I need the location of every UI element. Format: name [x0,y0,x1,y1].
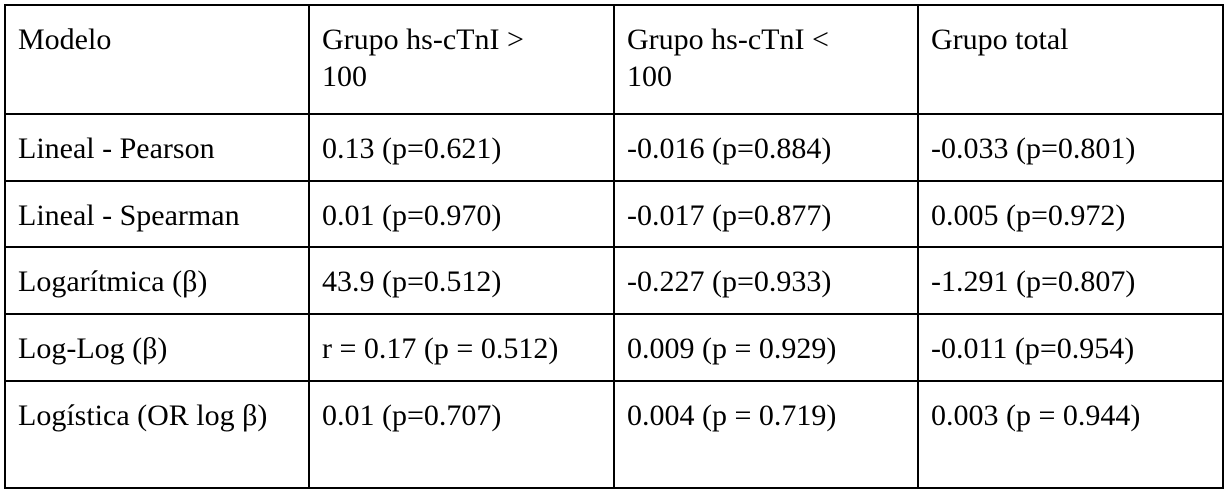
body-row: Logística (OR log β) 0.01 (p=0.707) 0.004 … [4,380,1224,489]
cell: Log-Log (β) [4,313,310,382]
header-cell: Grupo hs-cTnI < 100 [613,4,919,115]
cell: 0.004 (p = 0.719) [613,380,919,489]
cell: -1.291 (p=0.807) [917,246,1224,315]
cell: -0.017 (p=0.877) [613,180,919,248]
cell: Lineal - Pearson [4,113,310,182]
header-cell: Modelo [4,4,310,115]
header-cell: Grupo total [917,4,1224,115]
header-cell: Grupo hs-cTnI > 100 [308,4,615,115]
table-body: Modelo Grupo hs-cTnI > 100 Grupo hs-cTnI <… [4,4,1224,489]
cell: 43.9 (p=0.512) [308,246,615,315]
cell: 0.009 (p = 0.929) [613,313,919,382]
cell: Lineal - Spearman [4,180,310,248]
cell: 0.005 (p=0.972) [917,180,1224,248]
body-row: Lineal - Spearman 0.01 (p=0.970) -0.017 (p… [4,180,1224,248]
body-row: Logarítmica (β) 43.9 (p=0.512) -0.227 (p=0… [4,246,1224,315]
cell: -0.033 (p=0.801) [917,113,1224,182]
cell: 0.01 (p=0.970) [308,180,615,248]
cell: r = 0.17 (p = 0.512) [308,313,615,382]
cell: 0.003 (p = 0.944) [917,380,1224,489]
cell: -0.011 (p=0.954) [917,313,1224,382]
cell: Logística (OR log β) [4,380,310,489]
cell: -0.016 (p=0.884) [613,113,919,182]
body-row: Log-Log (β) r = 0.17 (p = 0.512) 0.009 (p … [4,313,1224,382]
body-row: Lineal - Pearson 0.13 (p=0.621) -0.016 (p=… [4,113,1224,182]
cell: Logarítmica (β) [4,246,310,315]
cell: -0.227 (p=0.933) [613,246,919,315]
head: Modelo Grupo hs-cTnI > 100 Grupo hs-cTnI <… [4,4,1224,115]
results-table: Modelo Grupo hs-cTnI > 100 Grupo hs-cTnI <… [4,4,1224,489]
cell: 0.13 (p=0.621) [308,113,615,182]
cell: 0.01 (p=0.707) [308,380,615,489]
